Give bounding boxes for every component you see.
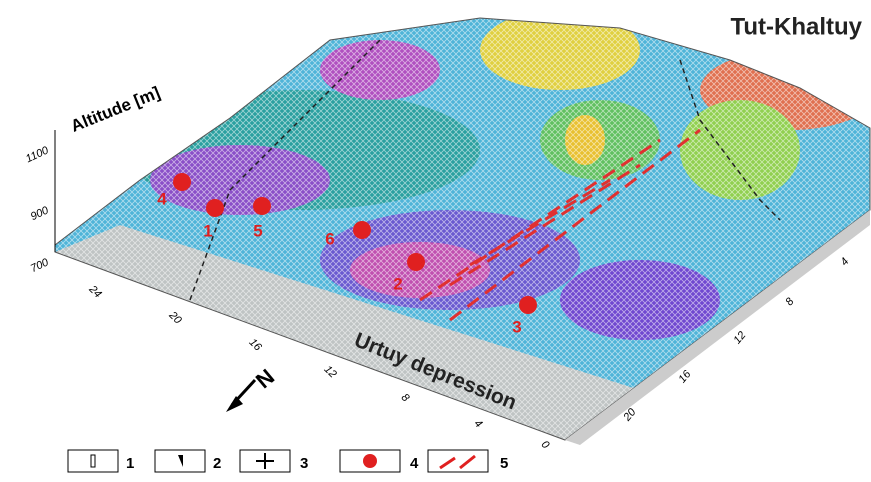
surface <box>0 0 871 477</box>
front-tick: 20 <box>166 309 184 327</box>
site-label: 5 <box>253 221 262 240</box>
side-tick: 8 <box>783 295 797 308</box>
legend-label: 2 <box>213 455 221 472</box>
site-marker <box>519 296 537 314</box>
front-tick: 12 <box>321 363 338 380</box>
svg-text:N: N <box>251 364 279 393</box>
legend-label: 4 <box>410 455 419 472</box>
site-label: 1 <box>203 221 212 240</box>
front-tick: 24 <box>86 283 104 301</box>
front-tick: 0 <box>539 439 552 452</box>
site-label: 6 <box>325 229 334 248</box>
site-label: 3 <box>512 317 521 336</box>
site-marker <box>206 199 224 217</box>
legend-label: 1 <box>126 455 134 472</box>
site-label: 2 <box>393 274 402 293</box>
north-arrow: N <box>226 364 279 412</box>
site-marker <box>407 253 425 271</box>
side-tick: 16 <box>676 368 694 386</box>
title: Tut-Khaltuy <box>730 13 862 40</box>
side-tick: 12 <box>731 329 748 346</box>
front-tick: 4 <box>472 418 485 431</box>
site-marker <box>253 197 271 215</box>
legend-label: 5 <box>500 455 508 472</box>
side-tick: 4 <box>838 256 851 268</box>
altitude-tick: 900 <box>29 204 52 223</box>
site-label: 4 <box>157 189 167 208</box>
altitude-tick: 1100 <box>24 144 51 165</box>
altitude-tick: 700 <box>29 256 52 275</box>
front-tick: 8 <box>399 392 412 405</box>
front-tick: 16 <box>246 336 264 354</box>
legend-label: 3 <box>300 455 308 472</box>
site-marker <box>353 221 371 239</box>
figure: Tut-KhaltuyAltitude [m]11009007002420161… <box>0 0 871 477</box>
site-marker <box>173 173 191 191</box>
axis-label: Altitude [m] <box>68 83 163 136</box>
